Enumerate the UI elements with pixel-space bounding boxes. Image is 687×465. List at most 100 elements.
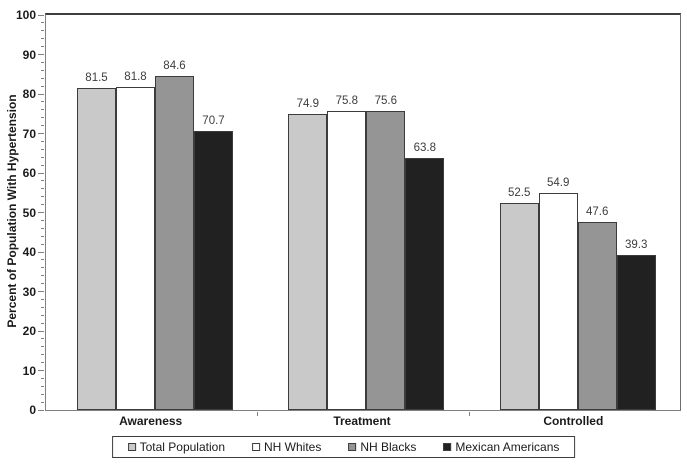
y-tick-label: 10 [22, 363, 36, 378]
bar [405, 158, 445, 410]
y-minor-tick [41, 164, 44, 166]
y-major-tick [38, 54, 44, 55]
y-minor-tick [41, 85, 44, 87]
y-minor-tick [41, 259, 44, 261]
y-minor-tick [41, 77, 44, 79]
bar-value-label: 54.9 [546, 177, 570, 190]
y-minor-tick [41, 267, 44, 269]
y-minor-tick [41, 393, 44, 395]
legend-item-label: NH Blacks [360, 440, 417, 454]
y-minor-tick [41, 196, 44, 198]
legend-swatch [127, 443, 136, 451]
y-tick-label: 60 [22, 166, 36, 180]
y-minor-tick [41, 275, 44, 277]
bar-value-label: 39.3 [624, 238, 648, 251]
y-minor-tick [41, 180, 44, 182]
y-major-tick [38, 172, 44, 174]
y-minor-tick [41, 354, 44, 356]
bar [155, 75, 194, 410]
legend: Total Population NH Whites NH Blacks Mexica… [111, 436, 576, 458]
y-tick-label: 30 [22, 284, 36, 299]
x-category-label: Treatment [333, 414, 391, 428]
bar-value-label: 47.6 [585, 205, 609, 218]
bar-value-label: 81.5 [85, 72, 108, 85]
y-minor-tick [41, 401, 44, 403]
y-minor-tick [41, 30, 44, 32]
y-major-tick [38, 212, 44, 213]
y-minor-tick [41, 377, 44, 379]
y-minor-tick [41, 306, 44, 308]
bar-value-label: 75.8 [335, 94, 359, 107]
y-minor-tick [41, 338, 44, 340]
bar [616, 254, 656, 410]
bar [116, 86, 155, 410]
bar [366, 111, 406, 410]
bar-value-label: 63.8 [413, 142, 437, 154]
bar [538, 193, 578, 410]
y-major-tick [38, 133, 44, 134]
y-tick-label: 80 [22, 87, 36, 101]
y-minor-tick [41, 235, 44, 237]
legend-item-label: Total Population [139, 440, 225, 454]
y-minor-tick [41, 314, 44, 316]
legend-swatch [252, 443, 260, 451]
y-minor-tick [41, 125, 44, 127]
bar [194, 130, 233, 410]
y-minor-tick [41, 298, 44, 300]
bar [288, 114, 328, 410]
y-minor-tick [41, 283, 44, 285]
y-tick-label: 100 [15, 8, 36, 22]
y-tick-label: 20 [22, 324, 36, 338]
y-tick-label: 50 [22, 205, 36, 220]
x-category-label: Controlled [543, 414, 604, 428]
y-minor-tick [41, 109, 44, 111]
y-minor-tick [41, 322, 44, 324]
legend-item: Total Population [127, 440, 225, 454]
y-major-tick [38, 409, 44, 411]
bar [577, 221, 617, 410]
legend-item: NH Whites [252, 440, 321, 454]
y-major-tick [38, 330, 44, 332]
bar-value-label: 70.7 [202, 114, 225, 127]
legend-item: NH Blacks [348, 440, 416, 454]
legend-swatch [348, 443, 357, 451]
y-tick-label: 70 [22, 126, 36, 141]
x-category-label: Awareness [119, 414, 183, 428]
y-tick-label: 0 [29, 403, 36, 417]
y-minor-tick [41, 346, 44, 348]
y-major-tick [38, 370, 44, 371]
legend-item: Mexican Americans [443, 440, 559, 454]
bar-value-label: 84.6 [163, 59, 186, 72]
bar-value-label: 74.9 [296, 98, 320, 111]
y-minor-tick [41, 101, 44, 103]
y-minor-tick [41, 61, 44, 63]
y-minor-tick [41, 243, 44, 245]
y-minor-tick [41, 117, 44, 119]
legend-swatch [443, 443, 452, 451]
y-minor-tick [41, 46, 44, 48]
x-boundary-tick [468, 412, 470, 416]
bar [327, 110, 367, 410]
y-minor-tick [41, 140, 44, 142]
y-major-tick [38, 291, 44, 292]
y-major-tick [38, 251, 44, 253]
y-minor-tick [41, 362, 44, 364]
bar-value-label: 75.6 [374, 95, 398, 108]
y-minor-tick [41, 156, 44, 158]
y-tick-label: 40 [22, 245, 36, 259]
y-minor-tick [41, 188, 44, 190]
y-minor-tick [41, 204, 44, 206]
bar [77, 88, 116, 410]
plot-area: 0 10 20 30 40 50 60 70 80 90 100 81.5 81.8 84.6 70.7 74… [16, 8, 681, 417]
y-minor-tick [41, 148, 44, 150]
bar [499, 202, 539, 410]
legend-item-label: NH Whites [264, 440, 322, 454]
y-minor-tick [41, 219, 44, 221]
x-boundary-tick [257, 412, 259, 416]
y-major-tick [38, 14, 44, 16]
y-minor-tick [41, 385, 44, 387]
y-minor-tick [41, 69, 44, 71]
y-minor-tick [41, 227, 44, 229]
y-minor-tick [41, 22, 44, 24]
